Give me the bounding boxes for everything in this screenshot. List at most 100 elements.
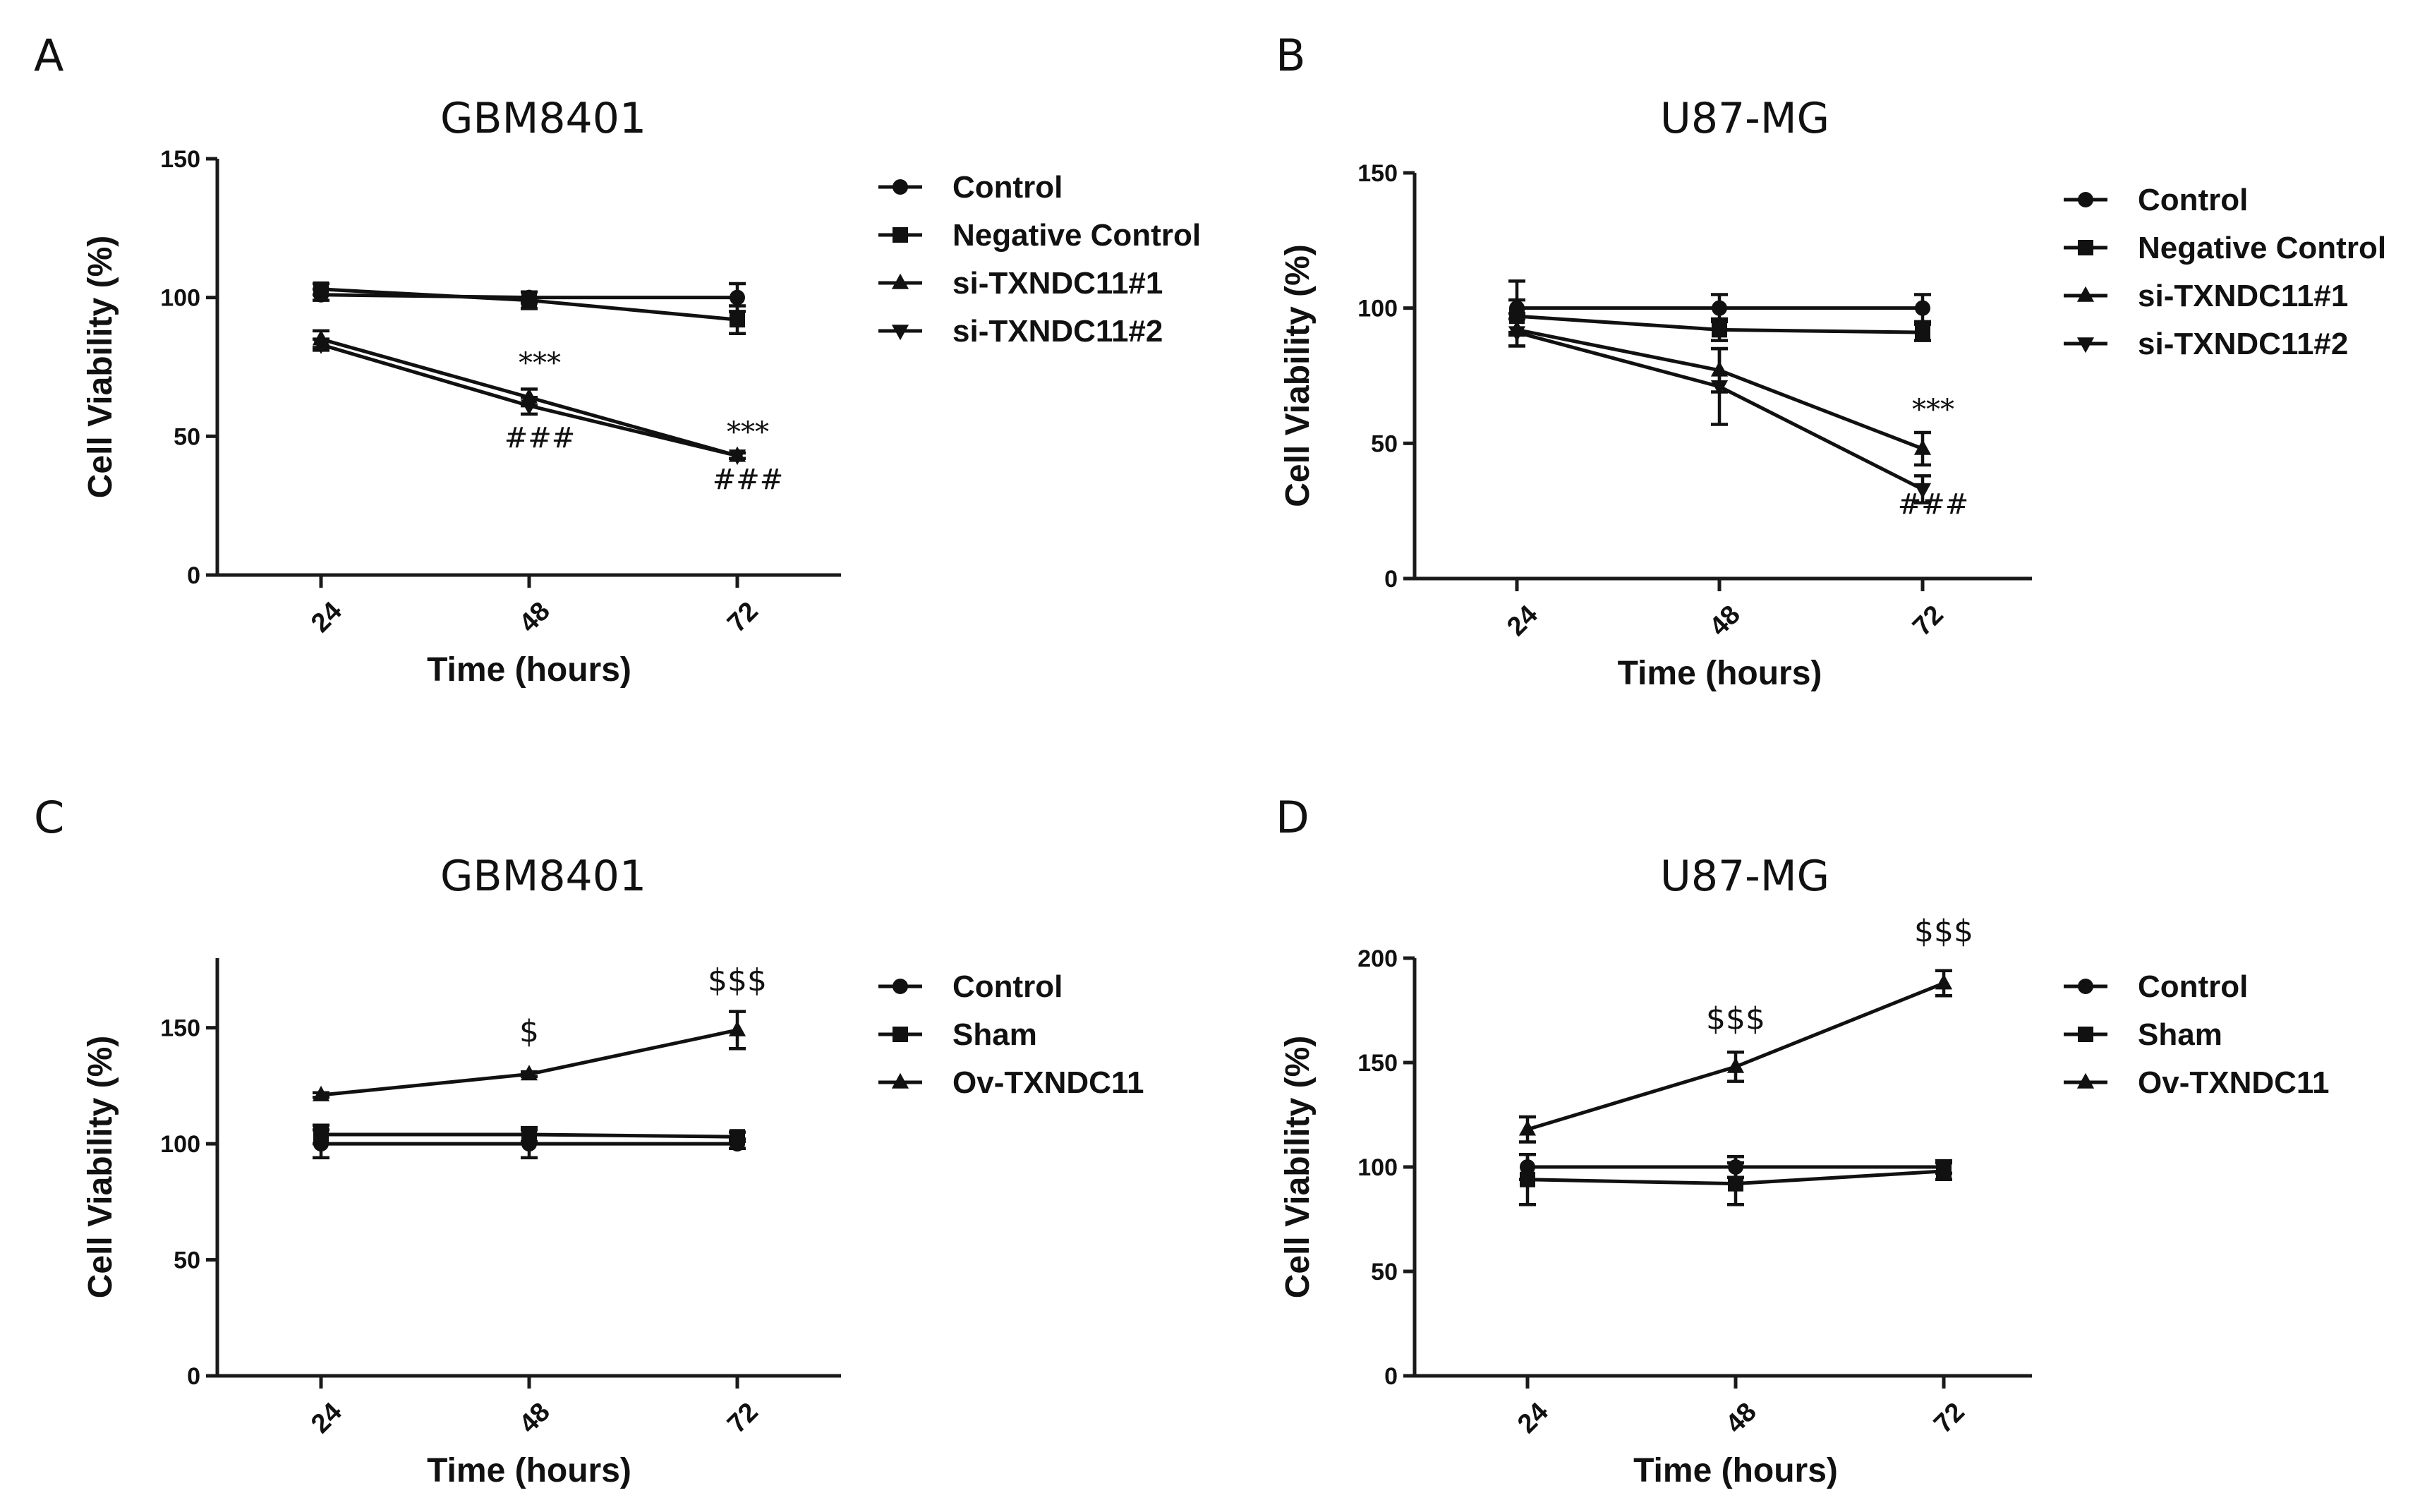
legend-label: si-TXNDC11#1 bbox=[2138, 279, 2348, 313]
chart-title: U87-MG bbox=[1660, 852, 1829, 901]
significance-marker: $$$ bbox=[1914, 913, 1973, 949]
x-tick-label: 24 bbox=[1501, 600, 1544, 642]
legend-marker bbox=[2076, 1072, 2095, 1089]
data-point bbox=[728, 1020, 746, 1036]
chart-title: U87-MG bbox=[1660, 94, 1829, 143]
panel-b: B U87-MG 0 50 100 150 24 48 72 Cell Viability (%)… bbox=[1276, 30, 2386, 692]
data-point bbox=[730, 312, 745, 328]
y-tick-label: 0 bbox=[1384, 566, 1398, 593]
data-point bbox=[1518, 1120, 1537, 1136]
legend-marker bbox=[893, 179, 908, 195]
data-point bbox=[1712, 300, 1727, 316]
series-sham bbox=[313, 1123, 746, 1146]
data-point bbox=[1508, 326, 1526, 342]
y-axis-label: Cell Viability (%) bbox=[82, 236, 119, 499]
legend-label: Ov-TXNDC11 bbox=[2138, 1065, 2329, 1100]
legend-marker bbox=[891, 325, 909, 341]
legend-item: Negative Control bbox=[2064, 231, 2386, 265]
data-point bbox=[520, 1065, 538, 1081]
legend-marker bbox=[891, 273, 909, 289]
y-tick-label: 0 bbox=[1384, 1363, 1398, 1390]
legend-marker bbox=[893, 979, 908, 994]
legend-label: Control bbox=[2138, 969, 2248, 1004]
legend-marker bbox=[893, 227, 908, 243]
significance-marker: $$$ bbox=[708, 962, 767, 998]
data-point bbox=[1913, 439, 1932, 455]
y-tick-label: 150 bbox=[1357, 160, 1398, 187]
legend-label: si-TXNDC11#1 bbox=[952, 266, 1163, 301]
y-tick-label: 200 bbox=[1357, 945, 1398, 972]
data-point bbox=[1520, 1171, 1535, 1187]
y-axis-label: Cell Viability (%) bbox=[82, 1036, 119, 1299]
y-tick-label: 100 bbox=[160, 285, 200, 312]
legend-item: Sham bbox=[2064, 1017, 2222, 1052]
x-tick-label: 72 bbox=[1907, 600, 1949, 642]
x-tick-label: 72 bbox=[1928, 1397, 1971, 1439]
x-axis-label: Time (hours) bbox=[427, 1452, 631, 1489]
legend-item: si-TXNDC11#2 bbox=[878, 314, 1163, 349]
significance-marker: ### bbox=[504, 422, 576, 454]
y-tick-label: 100 bbox=[1357, 1154, 1398, 1181]
data-point bbox=[730, 1129, 745, 1145]
y-tick-label: 150 bbox=[1357, 1050, 1398, 1077]
x-tick-label: 48 bbox=[514, 1397, 556, 1439]
y-tick-label: 50 bbox=[1371, 430, 1398, 457]
panel-label: A bbox=[34, 30, 63, 81]
data-point bbox=[1712, 322, 1727, 338]
legend-label: Control bbox=[2138, 183, 2248, 217]
y-tick-label: 50 bbox=[174, 1247, 200, 1274]
y-tick-label: 100 bbox=[1357, 296, 1398, 322]
panel-c: C GBM8401 0 50 100 150 24 48 72 Cell Viability (%… bbox=[34, 792, 1144, 1489]
legend-label: Control bbox=[952, 170, 1063, 205]
legend-item: Control bbox=[2064, 969, 2248, 1004]
significance-marker: $$$ bbox=[1706, 1001, 1765, 1037]
x-tick-label: 24 bbox=[1512, 1397, 1554, 1439]
legend-item: si-TXNDC11#2 bbox=[2064, 327, 2348, 361]
panel-label: B bbox=[1276, 30, 1306, 81]
x-tick-label: 48 bbox=[1720, 1397, 1762, 1439]
series-sham bbox=[1519, 1152, 1952, 1206]
legend-item: Control bbox=[878, 969, 1063, 1004]
legend-marker bbox=[893, 1027, 908, 1042]
panel-d: D U87-MG 0 50 100 150 200 24 48 72 Cell Viability … bbox=[1276, 792, 2329, 1489]
x-axis-label: Time (hours) bbox=[1618, 655, 1822, 692]
data-point bbox=[312, 1085, 330, 1101]
data-point bbox=[1936, 1163, 1952, 1179]
legend-marker bbox=[2078, 240, 2093, 255]
data-point bbox=[730, 289, 745, 306]
legend-marker bbox=[2078, 979, 2093, 994]
significance-marker: *** bbox=[519, 347, 561, 380]
legend-item: Ov-TXNDC11 bbox=[2064, 1065, 2329, 1100]
significance-marker: ### bbox=[1898, 488, 1969, 521]
x-tick-label: 48 bbox=[1704, 600, 1746, 642]
significance-marker: *** bbox=[727, 416, 769, 449]
data-point bbox=[313, 1126, 329, 1142]
data-point bbox=[1728, 1175, 1743, 1192]
data-point bbox=[521, 1126, 537, 1142]
y-tick-label: 100 bbox=[160, 1131, 200, 1158]
data-point bbox=[313, 281, 329, 297]
x-tick-label: 24 bbox=[305, 596, 348, 639]
y-tick-label: 0 bbox=[187, 562, 200, 589]
data-point bbox=[1710, 380, 1729, 397]
chart-title: GBM8401 bbox=[440, 94, 646, 143]
legend-item: Control bbox=[878, 170, 1063, 205]
chart-title: GBM8401 bbox=[440, 852, 646, 901]
y-tick-label: 50 bbox=[174, 423, 200, 450]
y-tick-label: 50 bbox=[1371, 1259, 1398, 1286]
data-point bbox=[1915, 325, 1930, 341]
legend-label: Negative Control bbox=[952, 218, 1201, 253]
panel-a: A GBM8401 0 50 100 150 24 48 72 Cell Viability (%… bbox=[34, 30, 1201, 689]
legend-label: Negative Control bbox=[2138, 231, 2386, 265]
data-point bbox=[1726, 1057, 1745, 1073]
data-point bbox=[1935, 974, 1953, 990]
y-tick-label: 0 bbox=[187, 1363, 200, 1390]
series-si-txndc11-2 bbox=[312, 337, 746, 466]
series-si-txndc11-2 bbox=[1508, 317, 1932, 504]
legend-label: si-TXNDC11#2 bbox=[2138, 327, 2348, 361]
y-axis-label: Cell Viability (%) bbox=[1279, 1036, 1317, 1299]
significance-marker: ### bbox=[713, 464, 784, 496]
series-ov-txndc11 bbox=[1518, 969, 1953, 1144]
series-negative-control bbox=[313, 281, 746, 336]
